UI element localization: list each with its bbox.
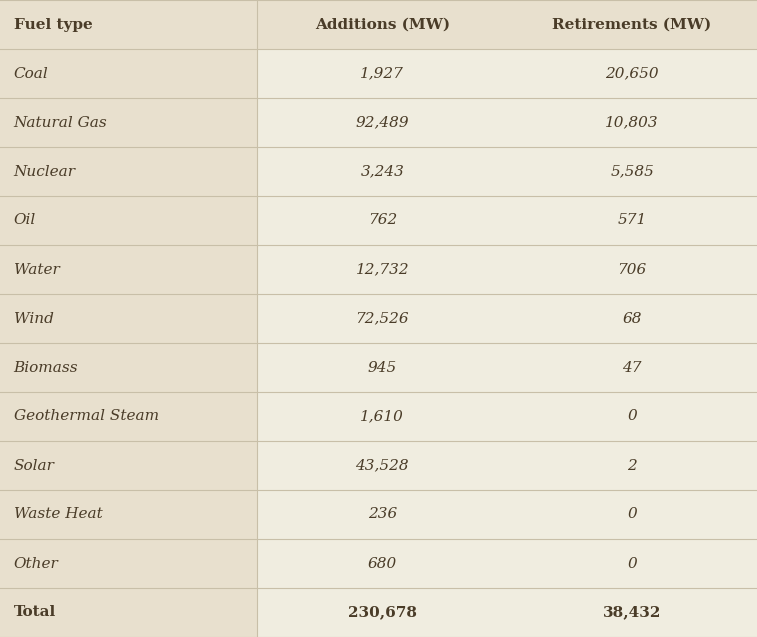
- Text: Waste Heat: Waste Heat: [14, 508, 102, 522]
- Text: Additions (MW): Additions (MW): [315, 17, 450, 31]
- Bar: [0, 196, 257, 245]
- Text: Wind: Wind: [14, 311, 54, 326]
- Text: 5,585: 5,585: [610, 164, 654, 178]
- Bar: [257, 147, 507, 196]
- Bar: [0, 294, 257, 343]
- Bar: [507, 294, 757, 343]
- Text: 47: 47: [622, 361, 642, 375]
- Bar: [257, 196, 507, 245]
- Text: 3,243: 3,243: [360, 164, 404, 178]
- Text: 680: 680: [368, 557, 397, 571]
- Bar: [0, 0, 257, 49]
- Text: Geothermal Steam: Geothermal Steam: [14, 410, 159, 424]
- Bar: [507, 490, 757, 539]
- Bar: [257, 539, 507, 588]
- Text: 1,610: 1,610: [360, 410, 404, 424]
- Bar: [507, 392, 757, 441]
- Text: Solar: Solar: [14, 459, 55, 473]
- Text: Natural Gas: Natural Gas: [14, 115, 107, 129]
- Text: 762: 762: [368, 213, 397, 227]
- Text: 68: 68: [622, 311, 642, 326]
- Bar: [257, 49, 507, 98]
- Bar: [0, 245, 257, 294]
- Text: 12,732: 12,732: [356, 262, 409, 276]
- Bar: [0, 147, 257, 196]
- Bar: [507, 588, 757, 637]
- Bar: [257, 392, 507, 441]
- Bar: [0, 441, 257, 490]
- Bar: [507, 196, 757, 245]
- Text: 706: 706: [618, 262, 646, 276]
- Bar: [507, 0, 757, 49]
- Text: 72,526: 72,526: [356, 311, 409, 326]
- Bar: [257, 588, 507, 637]
- Text: 945: 945: [368, 361, 397, 375]
- Text: 0: 0: [628, 557, 637, 571]
- Bar: [507, 245, 757, 294]
- Text: 92,489: 92,489: [356, 115, 409, 129]
- Text: 38,432: 38,432: [603, 606, 662, 620]
- Text: Oil: Oil: [14, 213, 36, 227]
- Bar: [257, 98, 507, 147]
- Text: 0: 0: [628, 410, 637, 424]
- Text: 236: 236: [368, 508, 397, 522]
- Bar: [0, 343, 257, 392]
- Bar: [507, 441, 757, 490]
- Text: 10,803: 10,803: [606, 115, 659, 129]
- Bar: [0, 49, 257, 98]
- Bar: [257, 490, 507, 539]
- Text: 1,927: 1,927: [360, 66, 404, 80]
- Bar: [257, 294, 507, 343]
- Bar: [507, 539, 757, 588]
- Bar: [0, 588, 257, 637]
- Text: 230,678: 230,678: [347, 606, 417, 620]
- Bar: [257, 343, 507, 392]
- Bar: [0, 98, 257, 147]
- Text: Fuel type: Fuel type: [14, 17, 92, 31]
- Bar: [257, 0, 507, 49]
- Bar: [257, 245, 507, 294]
- Bar: [507, 343, 757, 392]
- Text: 2: 2: [628, 459, 637, 473]
- Bar: [507, 98, 757, 147]
- Bar: [507, 49, 757, 98]
- Text: Nuclear: Nuclear: [14, 164, 76, 178]
- Text: Retirements (MW): Retirements (MW): [553, 17, 712, 31]
- Text: Water: Water: [14, 262, 59, 276]
- Text: 20,650: 20,650: [606, 66, 659, 80]
- Text: Other: Other: [14, 557, 58, 571]
- Text: 0: 0: [628, 508, 637, 522]
- Text: Total: Total: [14, 606, 56, 620]
- Text: Coal: Coal: [14, 66, 48, 80]
- Bar: [0, 392, 257, 441]
- Text: 571: 571: [618, 213, 646, 227]
- Bar: [507, 147, 757, 196]
- Text: Biomass: Biomass: [14, 361, 78, 375]
- Text: 43,528: 43,528: [356, 459, 409, 473]
- Bar: [257, 441, 507, 490]
- Bar: [0, 490, 257, 539]
- Bar: [0, 539, 257, 588]
